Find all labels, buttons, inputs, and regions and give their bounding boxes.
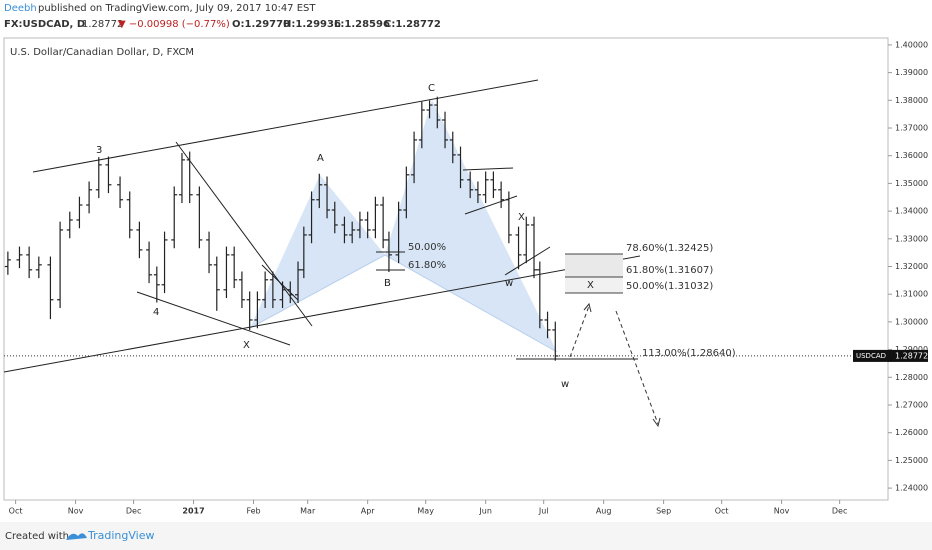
- y-tick-label: 1.34000: [895, 207, 928, 216]
- wave-label: 3: [96, 145, 102, 156]
- ohlc-high: H:1.29936: [283, 19, 341, 30]
- x-tick-label: Oct: [715, 507, 729, 516]
- x-tick-label: Jun: [478, 507, 492, 516]
- y-tick-label: 1.29000: [895, 345, 928, 354]
- wave-label: 4: [153, 307, 159, 318]
- logo: [66, 533, 87, 540]
- y-tick-label: 1.27000: [895, 400, 928, 409]
- fib-label: 61.80%: [408, 260, 446, 271]
- wave-label: A: [317, 153, 324, 164]
- wave-label: B: [384, 278, 391, 289]
- fib-label: 50.00%(1.31032): [626, 281, 713, 292]
- x-tick-label: Apr: [361, 507, 376, 516]
- wedge-line: [136, 291, 291, 346]
- arrow-head: [583, 302, 592, 313]
- x-tick-label: Sep: [656, 507, 671, 516]
- fib-label: 50.00%: [408, 242, 446, 253]
- projection-arrow: [615, 310, 659, 425]
- trend-line: [175, 141, 313, 327]
- wave-label: X: [518, 212, 525, 223]
- y-tick-label: 1.36000: [895, 151, 928, 160]
- x-tick-label: Dec: [126, 507, 141, 516]
- author: Deebh: [4, 3, 37, 14]
- arrow-head: [652, 417, 661, 428]
- footer-bar: [0, 522, 932, 550]
- x-tick-label: Dec: [832, 507, 847, 516]
- x-tick-label: Nov: [68, 507, 84, 516]
- x-tick-label: Feb: [246, 507, 260, 516]
- last-price-label: 1.28772: [895, 351, 928, 360]
- x-tick-label: 2017: [182, 507, 204, 516]
- ticker: USDCAD: [856, 352, 886, 360]
- ohlc-open: O:1.29770: [232, 19, 290, 30]
- y-tick-label: 1.33000: [895, 234, 928, 243]
- y-tick-label: 1.39000: [895, 68, 928, 77]
- plot-frame: [3, 37, 889, 501]
- wave-label: C: [428, 83, 435, 94]
- fib-label: 78.60%(1.32425): [626, 243, 713, 254]
- chart-title: U.S. Dollar/Canadian Dollar, D, FXCM: [10, 47, 194, 58]
- x-tick-label: Jul: [538, 507, 549, 516]
- wave-label: X: [243, 340, 250, 351]
- fib-label: 61.80%(1.31607): [626, 265, 713, 276]
- x-tick-label: Nov: [774, 507, 790, 516]
- x-tick-label: Aug: [596, 507, 612, 516]
- x-tick-label: Oct: [9, 507, 23, 516]
- x-tick-label: May: [417, 507, 434, 516]
- y-tick-label: 1.38000: [895, 96, 928, 105]
- y-tick-label: 1.37000: [895, 124, 928, 133]
- footer-created: Created with: [5, 531, 69, 542]
- fib-zone: [565, 254, 623, 277]
- y-tick-label: 1.40000: [895, 40, 928, 49]
- y-tick-label: 1.30000: [895, 317, 928, 326]
- fib-label: 113.00%(1.28640): [642, 348, 736, 359]
- y-tick-label: 1.31000: [895, 290, 928, 299]
- y-tick-label: 1.32000: [895, 262, 928, 271]
- footer-brand[interactable]: TradingView: [87, 529, 154, 542]
- pattern-bcd: [385, 100, 557, 352]
- ohlc-low: L:1.28596: [334, 19, 390, 30]
- published: published on TradingView.com, July 09, 2…: [38, 3, 316, 14]
- x-tick-label: Mar: [300, 507, 316, 516]
- symbol-price: 1.28772: [82, 19, 123, 30]
- y-tick-label: 1.24000: [895, 484, 928, 493]
- y-tick-label: 1.25000: [895, 456, 928, 465]
- projection-arrow: [569, 305, 590, 358]
- ohlc-close: C:1.28772: [384, 19, 441, 30]
- fib-zone: [565, 277, 623, 293]
- last-price-tag: [888, 349, 928, 362]
- triangle-line: [462, 167, 514, 171]
- wave-label: w: [561, 379, 569, 390]
- trend-line: [504, 246, 551, 276]
- ticker-tag: [853, 349, 889, 362]
- symbol: FX:USDCAD, D: [4, 19, 85, 30]
- y-tick-label: 1.35000: [895, 179, 928, 188]
- wave-label: w: [505, 278, 513, 289]
- symbol-change: ▼ −0.00998 (−0.77%): [118, 19, 230, 30]
- channel-upper: [32, 79, 539, 173]
- y-tick-label: 1.28000: [895, 373, 928, 382]
- y-tick-label: 1.26000: [895, 428, 928, 437]
- wave-label: X: [587, 280, 594, 291]
